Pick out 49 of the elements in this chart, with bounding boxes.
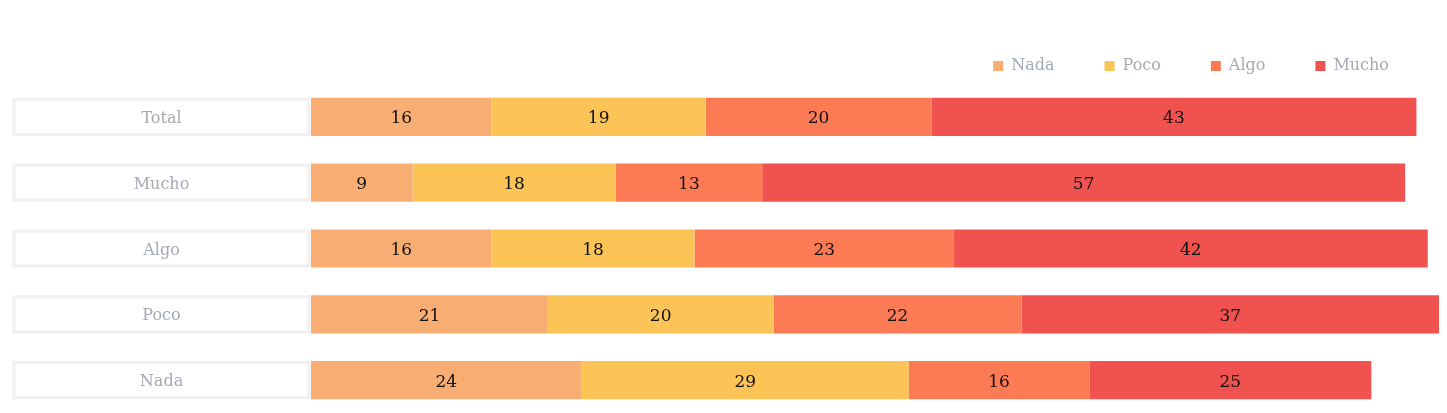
data-label: 57 [1072,173,1095,194]
data-label: 21 [418,304,441,325]
bar [491,229,695,268]
data-label: 19 [587,107,610,128]
y-tick-label: Algo [142,239,180,259]
bar [908,361,1090,400]
bar [547,295,774,334]
bar [1089,361,1372,400]
bar [311,361,582,400]
legend-label: Nada [1011,55,1055,75]
bar [953,229,1428,268]
bar [931,97,1417,136]
data-label: 25 [1219,370,1242,391]
y-tick-label: Nada [139,371,184,391]
bar [581,361,909,400]
data-label: 18 [503,173,525,194]
y-tick-label: Poco [142,305,181,325]
bar [412,163,616,202]
data-label: 16 [390,238,413,259]
bar [311,163,413,202]
bar [311,229,492,268]
y-tick-label: Mucho [133,173,190,193]
bar [773,295,1022,334]
data-label: 16 [390,107,413,128]
data-label: 37 [1219,304,1242,325]
bar [491,97,706,136]
legend-label: Algo [1227,55,1266,75]
data-label: 24 [435,370,458,391]
bar [762,163,1406,202]
data-label: 42 [1180,238,1202,259]
bar [705,97,932,136]
bar [694,229,954,268]
y-tick-label: Total [141,108,182,128]
data-label: 20 [649,304,672,325]
data-label: 22 [886,304,909,325]
data-label: 9 [356,173,368,194]
data-label: 18 [582,238,604,259]
data-label: 16 [988,370,1010,391]
bar [1021,295,1439,334]
data-label: 43 [1163,107,1185,128]
data-label: 13 [678,173,700,194]
data-label: 23 [813,238,836,259]
data-label: 29 [734,370,757,391]
bar [311,97,492,136]
bar [615,163,763,202]
legend-label: Poco [1122,55,1161,75]
legend-label: Mucho [1333,55,1390,75]
data-label: 20 [807,107,830,128]
bar [311,295,548,334]
